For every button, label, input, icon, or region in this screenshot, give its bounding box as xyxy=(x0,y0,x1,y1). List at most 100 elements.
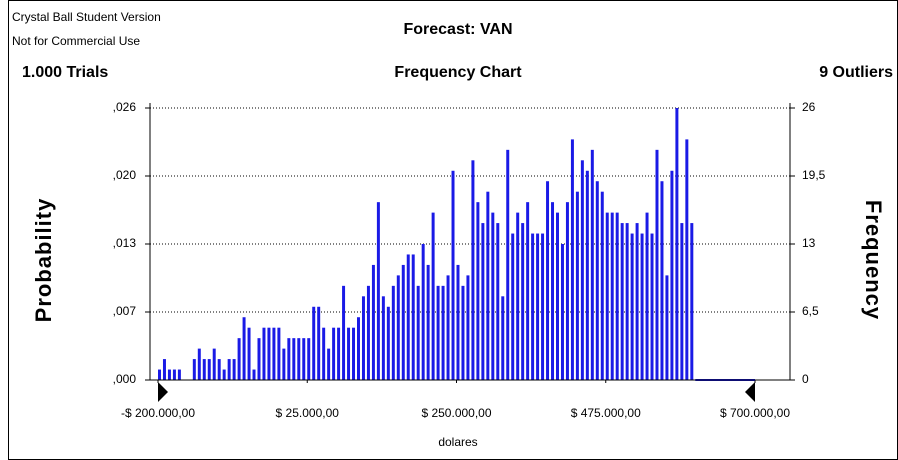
bar xyxy=(287,338,291,380)
bar xyxy=(481,223,485,380)
range-marker xyxy=(158,382,168,402)
bar xyxy=(526,202,530,380)
bar xyxy=(476,202,480,380)
bar xyxy=(426,264,430,380)
bar xyxy=(660,181,664,380)
x-tick-label: $ 250.000,00 xyxy=(421,406,491,420)
bar xyxy=(551,202,555,380)
bar xyxy=(282,348,286,380)
x-tick-label: $ 700.000,00 xyxy=(720,406,790,420)
bar xyxy=(546,181,550,380)
bar xyxy=(177,369,181,380)
bar xyxy=(317,306,321,380)
bar xyxy=(501,296,505,380)
y-tick-label: ,020 xyxy=(113,168,137,182)
bar xyxy=(322,327,326,380)
bar xyxy=(342,285,346,380)
bar xyxy=(237,338,241,380)
y-axis-label: Probability xyxy=(31,198,56,323)
bar xyxy=(560,244,564,380)
bar xyxy=(217,359,221,380)
bar xyxy=(685,139,689,380)
bar xyxy=(391,285,395,380)
bar xyxy=(357,317,360,380)
y2-axis-label: Frequency xyxy=(861,200,886,320)
bar xyxy=(202,359,206,380)
bar xyxy=(620,223,624,380)
bar xyxy=(640,233,644,380)
bar xyxy=(401,264,405,380)
bar xyxy=(267,327,271,380)
bar xyxy=(680,223,684,380)
y2-tick-label: 26 xyxy=(802,100,816,114)
bar xyxy=(366,285,370,380)
y2-tick-label: 6,5 xyxy=(802,304,819,318)
bar xyxy=(580,160,584,380)
bar xyxy=(456,264,460,380)
y-tick-label: ,000 xyxy=(113,372,137,386)
bar xyxy=(207,359,211,380)
bar xyxy=(496,223,500,380)
bar xyxy=(277,327,281,380)
y2-tick-label: 19,5 xyxy=(802,168,826,182)
bar xyxy=(446,275,450,380)
outliers: 9 Outliers xyxy=(819,64,893,81)
bar xyxy=(610,212,614,380)
bar xyxy=(486,191,490,380)
subtitle: Frequency Chart xyxy=(394,64,522,81)
bar xyxy=(381,296,385,380)
x-axis-label: dolares xyxy=(438,435,477,449)
bar xyxy=(645,212,649,380)
bar xyxy=(352,327,356,380)
bar xyxy=(167,369,171,380)
bar xyxy=(232,359,236,380)
bar xyxy=(292,338,296,380)
chart-title: Forecast: VAN xyxy=(403,21,512,38)
bar xyxy=(570,139,574,380)
bar xyxy=(162,359,166,380)
bar xyxy=(197,348,201,380)
bar xyxy=(441,285,445,380)
bar xyxy=(386,306,390,380)
x-tick-label: -$ 200.000,00 xyxy=(121,406,195,420)
bar xyxy=(416,285,420,380)
bar xyxy=(516,212,520,380)
bar xyxy=(565,202,569,380)
bar xyxy=(575,191,579,380)
bar xyxy=(337,327,341,380)
bar xyxy=(595,181,599,380)
bar xyxy=(506,149,510,380)
bar xyxy=(158,369,161,380)
bar xyxy=(511,233,515,380)
header-line: Not for Commercial Use xyxy=(12,34,140,48)
bar xyxy=(172,369,176,380)
bar xyxy=(605,212,609,380)
bar xyxy=(361,296,365,380)
bar xyxy=(650,233,654,380)
header-line: Crystal Ball Student Version xyxy=(12,10,161,24)
bar xyxy=(257,338,261,380)
bar xyxy=(521,223,525,380)
bar xyxy=(247,327,251,380)
bar xyxy=(690,223,694,380)
bar xyxy=(396,275,400,380)
bar xyxy=(670,170,674,380)
bar xyxy=(585,170,589,380)
x-tick-label: $ 475.000,00 xyxy=(571,406,641,420)
bar xyxy=(635,223,639,380)
x-tick-label: $ 25.000,00 xyxy=(276,406,340,420)
y-tick-label: ,007 xyxy=(113,304,137,318)
bar xyxy=(541,233,545,380)
bar xyxy=(471,160,475,380)
y-tick-label: ,026 xyxy=(113,100,137,114)
range-marker xyxy=(745,382,755,402)
bar xyxy=(262,327,266,380)
bar xyxy=(332,327,336,380)
bar xyxy=(252,369,256,380)
bar xyxy=(600,191,604,380)
bar xyxy=(665,275,669,380)
bar xyxy=(630,233,634,380)
bar xyxy=(536,233,540,380)
bar xyxy=(376,202,380,380)
